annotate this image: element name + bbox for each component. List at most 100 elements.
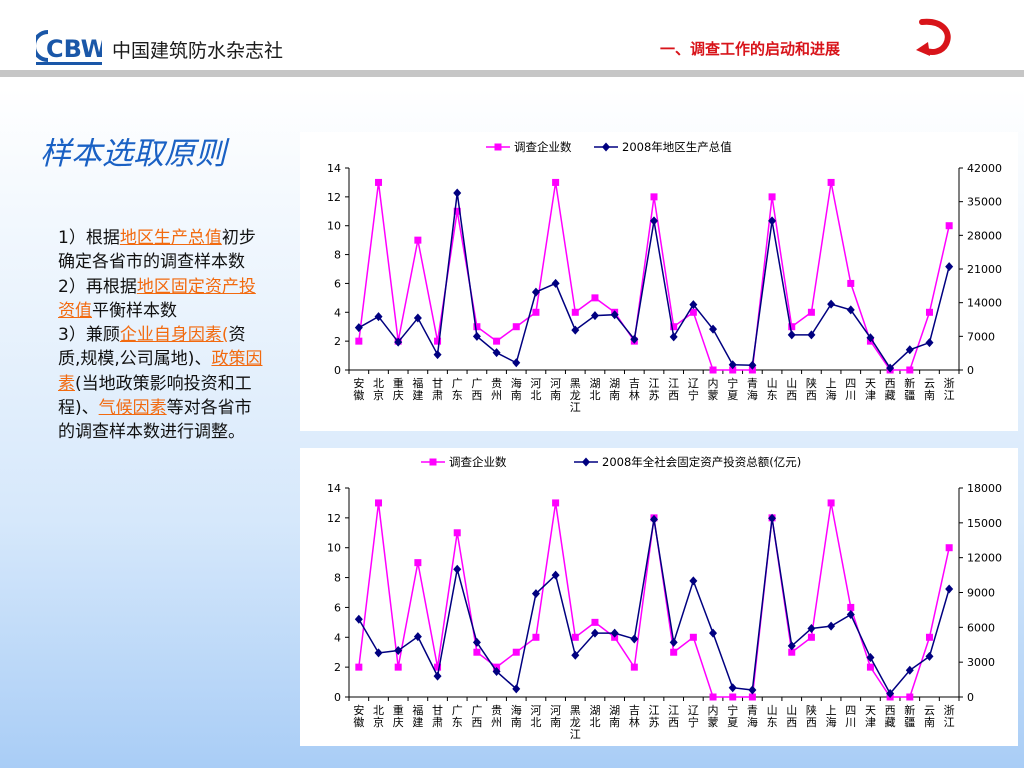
series-2-point bbox=[905, 345, 914, 355]
y-right-tick-label: 35000 bbox=[967, 196, 1002, 209]
series-1-point bbox=[866, 663, 874, 671]
svg-text:川: 川 bbox=[845, 716, 856, 729]
link-policy-factor[interactable]: 政策因素 bbox=[58, 349, 263, 394]
x-tick-label: 甘肃 bbox=[432, 377, 443, 402]
svg-text:北: 北 bbox=[589, 716, 600, 729]
header-bar: CBW 中国建筑防水杂志社 一、调查工作的启动和进展 bbox=[0, 0, 1024, 70]
logo-text: CBW bbox=[46, 35, 102, 63]
series-2-point bbox=[531, 589, 540, 599]
svg-text:北: 北 bbox=[589, 389, 600, 402]
series-2-point bbox=[531, 287, 540, 297]
svg-text:西: 西 bbox=[885, 704, 896, 717]
link-climate-factor[interactable]: 气候因素 bbox=[98, 398, 167, 419]
svg-text:江: 江 bbox=[570, 728, 581, 741]
svg-text:四: 四 bbox=[845, 704, 856, 717]
x-tick-label: 安徽 bbox=[353, 376, 364, 402]
svg-text:青: 青 bbox=[747, 704, 758, 717]
svg-text:西: 西 bbox=[471, 389, 482, 402]
svg-text:南: 南 bbox=[550, 716, 561, 729]
series-1-point bbox=[650, 193, 658, 201]
series-1-point bbox=[709, 366, 717, 374]
series-1-point bbox=[434, 663, 442, 671]
series-1-point bbox=[414, 559, 422, 567]
svg-text:福: 福 bbox=[412, 376, 423, 390]
link-enterprise-factor[interactable]: 企业自身因素( bbox=[119, 325, 229, 346]
svg-text:山: 山 bbox=[767, 377, 778, 390]
svg-text:西: 西 bbox=[668, 389, 679, 402]
series-1-point bbox=[748, 693, 756, 701]
svg-text:贵: 贵 bbox=[491, 704, 502, 717]
svg-text:新: 新 bbox=[904, 376, 915, 390]
y-left-tick-label: 8 bbox=[334, 572, 341, 585]
y-right-tick-label: 6000 bbox=[967, 621, 995, 634]
series-2-point bbox=[394, 646, 403, 656]
series-2-point bbox=[374, 312, 383, 322]
x-tick-label: 云南 bbox=[924, 704, 935, 729]
svg-text:江: 江 bbox=[944, 716, 955, 729]
x-tick-label: 西藏 bbox=[885, 377, 896, 402]
series-2-point bbox=[945, 584, 954, 594]
series-1-point bbox=[906, 366, 914, 374]
legend-marker-1 bbox=[429, 458, 437, 466]
x-tick-label: 新疆 bbox=[904, 703, 915, 729]
svg-text:京: 京 bbox=[373, 388, 384, 402]
svg-text:海: 海 bbox=[826, 388, 837, 402]
svg-text:京: 京 bbox=[373, 715, 384, 729]
series-2-point bbox=[905, 665, 914, 675]
svg-text:西: 西 bbox=[806, 389, 817, 402]
svg-text:西: 西 bbox=[786, 389, 797, 402]
svg-text:北: 北 bbox=[530, 389, 541, 402]
series-1-point bbox=[453, 529, 461, 537]
svg-text:青: 青 bbox=[747, 377, 758, 390]
link-gdp[interactable]: 地区生产总值 bbox=[119, 228, 222, 248]
series-1-point bbox=[807, 633, 815, 641]
series-1-point bbox=[355, 663, 363, 671]
svg-text:海: 海 bbox=[826, 715, 837, 729]
x-tick-label: 河北 bbox=[530, 377, 541, 402]
svg-text:宁: 宁 bbox=[688, 388, 699, 402]
svg-text:海: 海 bbox=[747, 388, 758, 402]
series-1-point bbox=[847, 603, 855, 611]
svg-text:浙: 浙 bbox=[944, 377, 955, 390]
svg-text:川: 川 bbox=[845, 389, 856, 402]
curved-return-arrow-icon[interactable] bbox=[912, 18, 954, 58]
body-text: 1）根据地区生产总值初步确定各省市的调查样本数 2）再根据地区固定资产投资值平衡… bbox=[58, 226, 266, 445]
y-left-tick-label: 0 bbox=[334, 364, 341, 377]
series-1-point bbox=[355, 337, 363, 345]
svg-text:天: 天 bbox=[865, 377, 876, 390]
series-2-point bbox=[945, 262, 954, 272]
series-2-point bbox=[590, 628, 599, 638]
svg-text:黑: 黑 bbox=[570, 377, 581, 390]
y-left-tick-label: 6 bbox=[334, 601, 341, 614]
series-2-point bbox=[768, 513, 777, 523]
x-tick-label: 新疆 bbox=[904, 376, 915, 402]
x-tick-label: 北京 bbox=[373, 704, 384, 729]
svg-text:肃: 肃 bbox=[432, 716, 443, 729]
svg-text:南: 南 bbox=[924, 389, 935, 402]
x-tick-label: 宁夏 bbox=[727, 376, 738, 402]
svg-text:江: 江 bbox=[570, 401, 581, 414]
svg-text:疆: 疆 bbox=[904, 389, 915, 402]
series-1-point bbox=[552, 178, 560, 186]
series-1-point bbox=[827, 178, 835, 186]
series-1-point bbox=[375, 499, 383, 507]
svg-text:南: 南 bbox=[511, 716, 522, 729]
svg-text:西: 西 bbox=[668, 716, 679, 729]
svg-text:蒙: 蒙 bbox=[708, 716, 719, 729]
series-2-point bbox=[866, 333, 875, 343]
link-fixed-investment[interactable]: 地区固定资产投资值 bbox=[58, 276, 256, 321]
series-1-point bbox=[827, 499, 835, 507]
series-1-point bbox=[748, 366, 756, 374]
y-left-tick-label: 10 bbox=[327, 542, 341, 555]
x-tick-label: 上海 bbox=[826, 377, 837, 402]
series-1-point bbox=[925, 633, 933, 641]
y-right-tick-label: 9000 bbox=[967, 587, 995, 600]
x-tick-label: 福建 bbox=[412, 376, 423, 402]
series-1-point bbox=[591, 294, 599, 302]
svg-text:东: 东 bbox=[767, 716, 778, 729]
series-2-point bbox=[354, 614, 363, 624]
y-right-tick-label: 18000 bbox=[967, 482, 1002, 495]
header-divider bbox=[0, 70, 1024, 77]
x-tick-label: 江苏 bbox=[649, 377, 660, 402]
x-tick-label: 吉林 bbox=[629, 704, 640, 729]
